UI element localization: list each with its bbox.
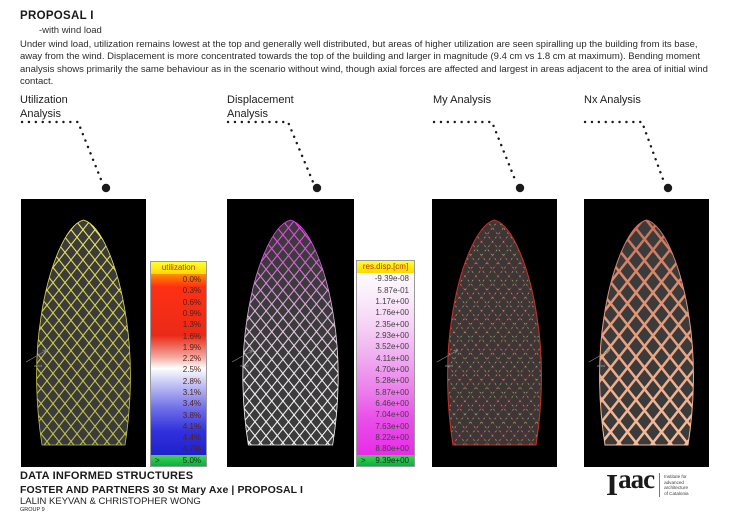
building-silhouette [447,220,542,445]
wind-label: wind [445,363,453,368]
legend-row: 3.8% [182,410,201,420]
legend-row: 0.9% [182,308,201,318]
footer-project-title: FOSTER AND PARTNERS 30 St Mary Axe | PRO… [20,484,304,496]
legend-row: 2.2% [182,354,201,364]
legend-row: 3.1% [182,387,201,397]
nx-render-panel: wind [584,199,709,467]
nx-building-render: wind [588,219,694,446]
legend-title: utilization [151,262,206,274]
footer-course-title: DATA INFORMED STRUCTURES [20,470,194,482]
legend-row: 4.7% [182,444,201,454]
legend-row: 4.4% [182,433,201,443]
label-displacement-analysis: Displacement Analysis [227,94,294,120]
leader-dot-my [515,183,525,193]
legend-row: 1.9% [182,342,201,352]
legend-overflow-row: > 9.39e+00 [357,454,414,466]
label-utilization-analysis: Utilization Analysis [20,94,68,120]
legend-row: 4.11e+00 [376,353,409,363]
building-silhouette [242,220,339,445]
legend-row: 2.35e+00 [375,319,409,329]
legend-row: 2.8% [182,376,201,386]
displacement-render-panel: wind [227,199,354,467]
page-subtitle: -with wind load [39,25,102,36]
logo-divider [659,473,661,497]
overflow-prefix: > [155,455,160,465]
legend-row: 8.80e+00 [375,444,409,454]
building-rim [447,219,542,446]
legend-row: 4.70e+00 [375,364,409,374]
overflow-value: 5.0% [182,455,201,465]
overflow-value: 9.39e+00 [375,455,409,465]
wind-label: wind [34,363,42,368]
building-rim [599,219,694,446]
displacement-building-render: wind [231,219,339,446]
legend-row: 7.04e+00 [375,410,409,420]
legend-row: 3.4% [182,399,201,409]
utilization-building-render: wind [25,219,131,446]
legend-row: 1.76e+00 [375,308,409,318]
legend-row: 0.0% [182,275,201,285]
legend-row: 0.6% [182,297,201,307]
legend-row: 1.3% [182,320,201,330]
legend-row: 8.22e+00 [375,432,409,442]
legend-row: 3.52e+00 [375,342,409,352]
legend-scale: 0.0% 0.3% 0.6% 0.9% 1.3% 1.6% 1.9% 2.2% 2.5% 2.8%… [151,274,206,455]
dotted-leader-lines [20,120,673,193]
leader-displacement [226,120,315,184]
displacement-legend: res.disp.[cm] -9.39e-08 5.87e-01 1.17e+00 1… [356,260,415,467]
legend-row: 7.63e+00 [375,421,409,431]
footer-authors: LALIN KEYVAN & CHRISTOPHER WONG [20,496,201,507]
legend-row: 1.6% [182,331,201,341]
legend-title: res.disp.[cm] [357,261,414,273]
wind-label: wind [597,363,605,368]
leader-dot-displacement [312,183,322,193]
page-title: PROPOSAL I [20,10,94,22]
leader-my [432,120,518,184]
logo-tagline: Institute for advanced architecture of C… [664,474,689,496]
description-paragraph: Under wind load, utilization remains low… [20,39,708,88]
legend-row: -9.39e-08 [374,274,409,284]
leader-dot-nx [663,183,673,193]
wind-direction-arrow: wind [436,349,459,368]
building-rim [242,219,339,446]
iaac-logo: I aac Institute for advanced architectur… [606,466,689,502]
utilization-legend: utilization 0.0% 0.3% 0.6% 0.9% 1.3% 1.6% 1.9%… [150,261,207,467]
wind-direction-arrow: wind [25,349,48,368]
legend-row: 4.1% [182,421,201,431]
wind-label: wind [240,363,248,368]
leader-utilization [20,120,104,184]
logo-wordmark-i: I [606,467,619,502]
logo-wordmark-aac: aac [618,464,655,494]
label-my-analysis: My Analysis [433,94,492,106]
my-render-panel: wind [432,199,557,467]
my-building-render: wind [436,219,542,446]
leader-nx [583,120,666,184]
legend-scale: -9.39e-08 5.87e-01 1.17e+00 1.76e+00 2.35e+0… [357,273,414,455]
legend-row: 5.87e-01 [377,285,409,295]
leader-dot-utilization [101,183,111,193]
utilization-render-panel: wind [21,199,146,467]
overflow-prefix: > [361,455,366,465]
legend-row: 2.5% [182,365,201,375]
footer-group: GROUP 9 [20,507,45,513]
legend-row: 6.46e+00 [375,398,409,408]
legend-row: 0.3% [182,286,201,296]
wind-direction-arrow: wind [588,349,611,368]
wind-direction-arrow: wind [231,349,254,368]
legend-row: 5.28e+00 [375,376,409,386]
legend-row: 2.93e+00 [375,330,409,340]
label-nx-analysis: Nx Analysis [584,94,641,106]
legend-overflow-row: > 5.0% [151,454,206,466]
legend-row: 5.87e+00 [375,387,409,397]
legend-row: 1.17e+00 [375,296,409,306]
building-rim [36,219,131,446]
